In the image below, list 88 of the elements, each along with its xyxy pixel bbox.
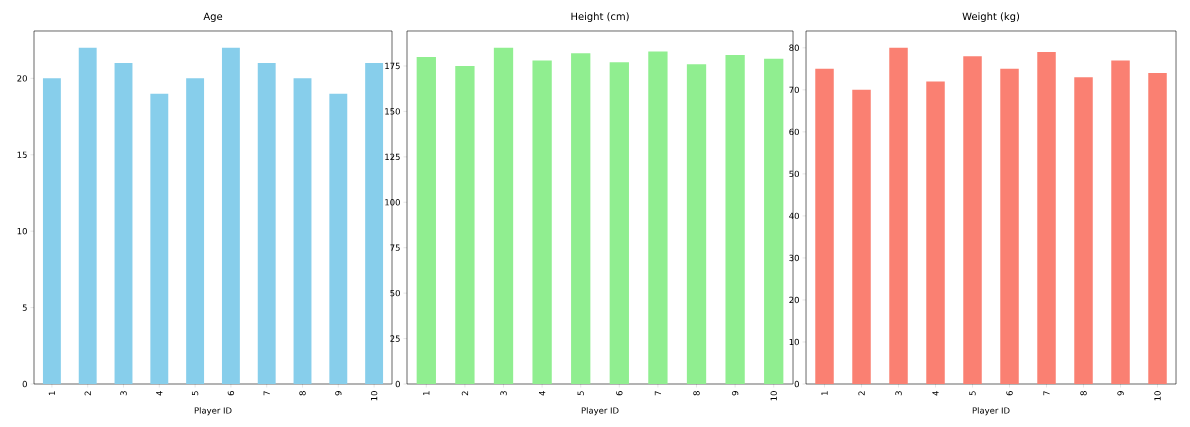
x-tick-label: 6 <box>1006 391 1013 396</box>
x-tick-label: 5 <box>969 391 976 396</box>
y-tick-label: 80 <box>789 44 799 52</box>
y-tick-label: 15 <box>17 151 27 158</box>
x-tick-label: 3 <box>895 391 902 396</box>
y-tick-label: 60 <box>789 128 799 136</box>
y-tick-label: 150 <box>385 108 400 115</box>
bar <box>1148 73 1167 384</box>
bar <box>926 81 945 384</box>
bar <box>686 64 707 384</box>
bar <box>416 56 436 384</box>
x-tick-label: 9 <box>335 391 342 396</box>
x-tick-label: 9 <box>731 391 739 396</box>
x-tick-label: 1 <box>48 391 55 395</box>
bar <box>329 93 348 384</box>
x-tick-label: 3 <box>500 391 507 396</box>
x-axis-title: Player ID <box>194 407 232 416</box>
y-tick-label: 0 <box>22 380 27 388</box>
x-tick-label: 7 <box>1043 391 1050 396</box>
bar <box>455 65 475 384</box>
y-tick-label: 100 <box>385 199 400 206</box>
y-tick-label: 5 <box>22 304 27 311</box>
y-tick-label: 40 <box>789 212 799 220</box>
x-tick-label: 7 <box>263 391 270 396</box>
y-tick-label: 50 <box>390 289 400 297</box>
x-tick-label: 10 <box>770 391 777 401</box>
bar <box>1037 52 1056 384</box>
y-tick-label: 10 <box>789 338 799 346</box>
bar <box>852 89 871 384</box>
chart-title: Age <box>203 12 223 22</box>
bar <box>571 53 591 384</box>
bar <box>889 47 908 384</box>
x-tick-label: 2 <box>858 391 865 396</box>
bar <box>42 78 61 384</box>
bar <box>150 93 169 384</box>
x-axis-title: Player ID <box>581 407 619 416</box>
y-tick-label: 50 <box>789 170 799 178</box>
bar <box>186 78 205 384</box>
y-tick-label: 10 <box>17 227 27 235</box>
y-tick-label: 125 <box>385 153 400 161</box>
chart-title: Height (cm) <box>571 12 629 22</box>
x-tick-label: 7 <box>654 391 661 396</box>
x-tick-label: 8 <box>693 391 700 396</box>
x-tick-label: 5 <box>191 391 199 396</box>
x-tick-label: 2 <box>84 391 91 396</box>
x-tick-label: 1 <box>423 391 430 395</box>
y-tick-label: 175 <box>385 62 400 70</box>
x-tick-label: 1 <box>821 391 828 395</box>
chart-title: Weight (kg) <box>962 12 1020 22</box>
x-tick-label: 6 <box>616 391 623 396</box>
y-tick-label: 20 <box>789 296 799 304</box>
bar <box>221 47 240 384</box>
bar <box>78 47 97 384</box>
x-tick-label: 4 <box>932 391 939 396</box>
y-tick-label: 20 <box>17 75 27 82</box>
bar <box>365 63 384 384</box>
x-tick-label: 9 <box>1117 391 1124 396</box>
x-tick-label: 3 <box>120 391 127 396</box>
x-tick-label: 5 <box>577 391 584 396</box>
bar <box>532 60 552 384</box>
bar <box>293 78 312 384</box>
bar <box>493 47 514 384</box>
y-tick-label: 0 <box>395 380 400 388</box>
bar <box>1111 60 1130 384</box>
bar <box>257 63 276 384</box>
bar <box>609 62 629 384</box>
y-tick-label: 25 <box>390 335 400 342</box>
y-tick-label: 0 <box>794 380 799 388</box>
x-tick-label: 10 <box>1154 391 1161 401</box>
y-tick-label: 70 <box>789 86 799 94</box>
bar <box>1074 77 1093 384</box>
x-tick-label: 4 <box>539 391 546 396</box>
x-tick-label: 2 <box>461 391 469 396</box>
y-tick-label: 75 <box>390 244 400 251</box>
bar <box>815 68 834 384</box>
x-tick-label: 4 <box>156 391 163 396</box>
bar <box>963 56 982 384</box>
x-tick-label: 8 <box>299 391 306 396</box>
bar <box>114 63 133 384</box>
x-axis-title: Player ID <box>972 407 1010 416</box>
bar <box>764 58 784 384</box>
bar <box>648 51 668 384</box>
x-tick-label: 8 <box>1080 391 1087 396</box>
bar <box>725 55 745 384</box>
y-tick-label: 30 <box>789 254 799 262</box>
x-tick-label: 6 <box>227 391 235 396</box>
x-tick-label: 10 <box>370 391 378 401</box>
bar <box>1000 68 1019 384</box>
